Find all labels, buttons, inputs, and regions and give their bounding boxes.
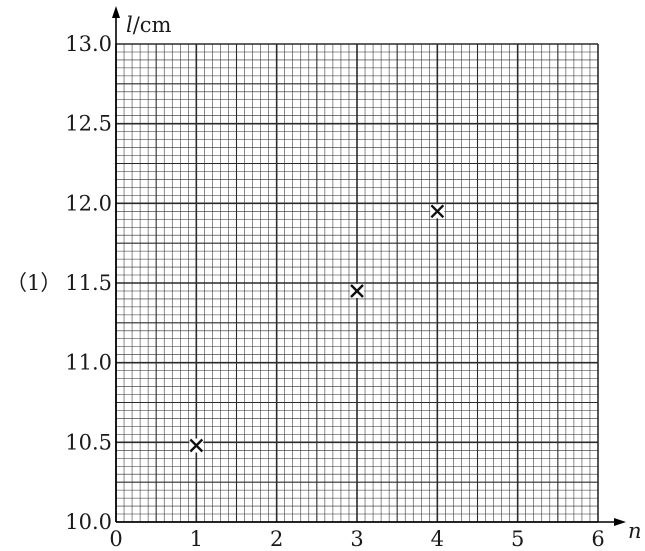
y-tick-label: 12.0: [65, 191, 112, 215]
y-tick-labels: 10.0 10.5 11.0 11.5 12.0 12.5 13.0: [65, 32, 112, 534]
y-tick-label: 10.5: [65, 430, 112, 454]
y-tick-label: 10.0: [65, 510, 112, 534]
part-label: （1）: [6, 271, 61, 295]
x-tick-label: 0: [109, 527, 122, 551]
data-point-stroke: [189, 438, 204, 453]
x-tick-label: 2: [270, 527, 283, 551]
x-tick-labels: 0 1 2 3 4 5 6: [109, 527, 604, 551]
y-axis-arrow: [112, 6, 120, 18]
x-tick-label: 6: [591, 527, 604, 551]
x-tick-label: 5: [511, 527, 524, 551]
x-tick-label: 4: [431, 527, 444, 551]
x-tick-label: 3: [350, 527, 363, 551]
data-point-stroke: [350, 284, 364, 298]
y-tick-label: 12.5: [65, 112, 112, 136]
y-axis-label: l/cm: [126, 13, 172, 37]
x-tick-label: 1: [190, 527, 203, 551]
y-tick-label: 13.0: [65, 32, 112, 56]
data-point-stroke: [430, 204, 445, 219]
data-point: [350, 283, 364, 298]
data-point: [189, 438, 204, 453]
data-points: [189, 204, 445, 453]
grid: [115, 43, 599, 523]
data-point: [430, 204, 445, 219]
axes: [112, 6, 626, 526]
x-axis-label: n: [628, 519, 642, 543]
x-axis-arrow: [614, 518, 626, 526]
y-tick-label: 11.5: [65, 271, 112, 295]
y-tick-label: 11.0: [65, 351, 112, 375]
